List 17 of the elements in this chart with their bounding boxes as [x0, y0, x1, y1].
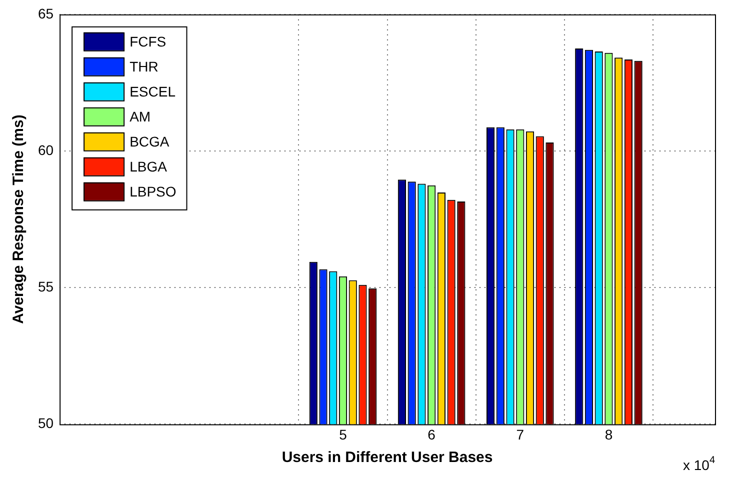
- y-tick-label: 65: [38, 5, 54, 22]
- x-tick-label: 7: [516, 426, 524, 442]
- y-tick-label: 50: [38, 415, 54, 432]
- legend-label: AM: [130, 108, 151, 124]
- legend-label: FCFS: [130, 33, 166, 50]
- legend-label: LBPSO: [130, 183, 176, 200]
- x-tick-label: 8: [604, 426, 613, 442]
- legend-label: BCGA: [130, 133, 170, 150]
- y-tick-label: 55: [38, 278, 54, 294]
- x-axis-title: Users in Different User Bases: [282, 449, 493, 466]
- y-axis-title: Average Response Time (ms): [10, 114, 28, 324]
- legend-label: THR: [130, 58, 158, 74]
- legend-label: LBGA: [130, 158, 168, 174]
- legend-label: ESCEL: [130, 83, 176, 100]
- x-tick-label: 5: [339, 426, 348, 442]
- x-tick-label: 6: [428, 426, 436, 442]
- y-tick-label: 60: [38, 142, 54, 158]
